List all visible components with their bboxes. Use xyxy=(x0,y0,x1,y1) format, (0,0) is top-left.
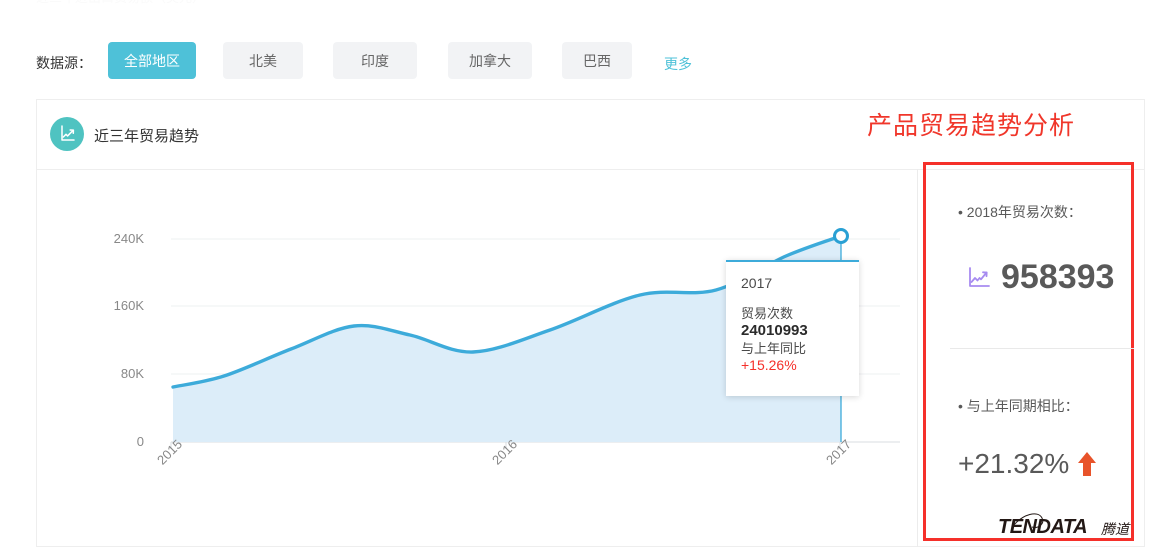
svg-text:240K: 240K xyxy=(114,231,145,246)
svg-text:80K: 80K xyxy=(121,366,144,381)
svg-text:160K: 160K xyxy=(114,298,145,313)
svg-text:0: 0 xyxy=(137,434,144,449)
